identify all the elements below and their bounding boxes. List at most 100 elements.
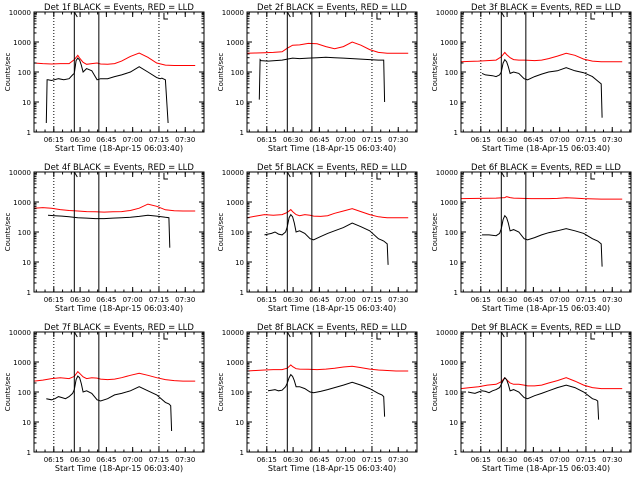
y-tick-label: 1 <box>454 129 458 137</box>
panel-title: Det 5f BLACK = Events, RED = LLD <box>257 163 407 173</box>
flag-mark <box>500 171 505 178</box>
x-axis-label: Start Time (18-Apr-15 06:03:40) <box>482 464 610 473</box>
x-tick-label: 06:15 <box>44 296 64 304</box>
y-tick-label: 1000 <box>226 199 244 207</box>
panel-det-4f: Det 4f BLACK = Events, RED = LLD 1 10 100 10… <box>4 163 205 313</box>
y-tick-label: 1 <box>27 289 31 297</box>
panel-title: Det 3f BLACK = Events, RED = LLD <box>471 3 621 13</box>
corner-mark <box>590 13 595 20</box>
y-tick-label: 100 <box>18 229 31 237</box>
y-tick-label: 1000 <box>13 39 31 47</box>
plot-frame <box>460 171 632 293</box>
y-axis-label: Counts/sec <box>217 373 225 412</box>
panel-det-9f: Det 9f BLACK = Events, RED = LLD 1 10 100 10… <box>431 323 632 473</box>
x-tick-label: 07:30 <box>602 456 622 464</box>
series-events-line <box>46 375 173 432</box>
x-tick-label: 06:30 <box>70 456 90 464</box>
x-tick-label: 07:15 <box>576 296 596 304</box>
y-tick-label: 10000 <box>222 169 244 177</box>
x-tick-label: 07:15 <box>149 136 169 144</box>
panel-det-1f: Det 1f BLACK = Events, RED = LLD 1 10 100 10… <box>4 3 205 153</box>
y-tick-label: 10000 <box>9 329 31 337</box>
x-tick-label: 06:30 <box>497 456 517 464</box>
flag-mark <box>73 331 78 338</box>
x-axis-label: Start Time (18-Apr-15 06:03:40) <box>482 304 610 313</box>
panel-title: Det 1f BLACK = Events, RED = LLD <box>44 3 194 13</box>
panel-title: Det 6f BLACK = Events, RED = LLD <box>471 163 621 173</box>
panel-title: Det 7f BLACK = Events, RED = LLD <box>44 323 194 333</box>
x-tick-label: 07:00 <box>336 296 356 304</box>
x-tick-label: 06:45 <box>523 136 543 144</box>
y-tick-label: 10 <box>235 99 244 107</box>
x-tick-label: 06:45 <box>96 456 116 464</box>
x-tick-label: 06:45 <box>523 296 543 304</box>
series-lld-line <box>460 196 623 200</box>
x-tick-label: 07:00 <box>550 136 570 144</box>
y-tick-label: 1 <box>240 129 244 137</box>
y-tick-label: 100 <box>231 229 244 237</box>
series-lld-line <box>460 51 623 63</box>
x-axis-label: Start Time (18-Apr-15 06:03:40) <box>55 304 183 313</box>
corner-mark <box>376 173 381 180</box>
x-tick-label: 06:45 <box>96 296 116 304</box>
x-tick-label: 07:15 <box>149 296 169 304</box>
series-lld-line <box>460 376 623 390</box>
flag-mark <box>286 171 291 178</box>
y-tick-label: 10 <box>449 259 458 267</box>
y-axis-label: Counts/sec <box>431 373 439 412</box>
plot-frame <box>33 171 205 293</box>
x-tick-label: 06:15 <box>257 296 277 304</box>
flag-mark <box>500 11 505 18</box>
plot-frame <box>246 11 418 133</box>
y-tick-label: 1 <box>240 449 244 457</box>
y-tick-label: 100 <box>445 69 458 77</box>
y-tick-label: 100 <box>445 389 458 397</box>
y-axis-label: Counts/sec <box>217 53 225 92</box>
series-lld-line <box>246 364 409 372</box>
flag-mark <box>73 11 78 18</box>
y-tick-label: 1 <box>27 449 31 457</box>
y-axis-label: Counts/sec <box>217 213 225 252</box>
x-tick-label: 07:30 <box>388 136 408 144</box>
series-lld-line <box>246 41 409 54</box>
plot-frame <box>246 331 418 453</box>
series-lld-line <box>33 203 196 213</box>
series-lld-line <box>246 208 409 219</box>
panel-title: Det 8f BLACK = Events, RED = LLD <box>257 323 407 333</box>
panel-title: Det 2f BLACK = Events, RED = LLD <box>257 3 407 13</box>
plot-frame <box>33 11 205 133</box>
x-tick-label: 06:15 <box>257 136 277 144</box>
y-tick-label: 1 <box>454 449 458 457</box>
y-tick-label: 1000 <box>13 359 31 367</box>
x-tick-label: 06:30 <box>283 456 303 464</box>
x-tick-label: 07:15 <box>362 296 382 304</box>
x-axis-label: Start Time (18-Apr-15 06:03:40) <box>482 144 610 153</box>
y-tick-label: 10000 <box>9 169 31 177</box>
y-tick-label: 1000 <box>440 359 458 367</box>
series-events-line <box>482 214 603 267</box>
x-tick-label: 06:30 <box>497 136 517 144</box>
y-axis-label: Counts/sec <box>431 53 439 92</box>
corner-mark <box>590 173 595 180</box>
corner-mark <box>163 333 168 340</box>
x-tick-label: 06:15 <box>44 136 64 144</box>
x-tick-label: 06:45 <box>96 136 116 144</box>
y-tick-label: 100 <box>231 389 244 397</box>
x-tick-label: 07:30 <box>602 136 622 144</box>
y-tick-label: 1000 <box>226 359 244 367</box>
x-tick-label: 07:30 <box>388 456 408 464</box>
x-tick-label: 06:45 <box>523 456 543 464</box>
x-tick-label: 06:15 <box>257 456 277 464</box>
x-tick-label: 06:30 <box>283 296 303 304</box>
x-tick-label: 07:00 <box>123 296 143 304</box>
y-tick-label: 10 <box>22 99 31 107</box>
y-tick-label: 100 <box>18 69 31 77</box>
x-tick-label: 07:15 <box>576 136 596 144</box>
y-tick-label: 10000 <box>436 329 458 337</box>
y-tick-label: 1 <box>27 129 31 137</box>
series-events-line <box>264 213 389 265</box>
x-tick-label: 06:45 <box>309 456 329 464</box>
x-axis-label: Start Time (18-Apr-15 06:03:40) <box>55 144 183 153</box>
